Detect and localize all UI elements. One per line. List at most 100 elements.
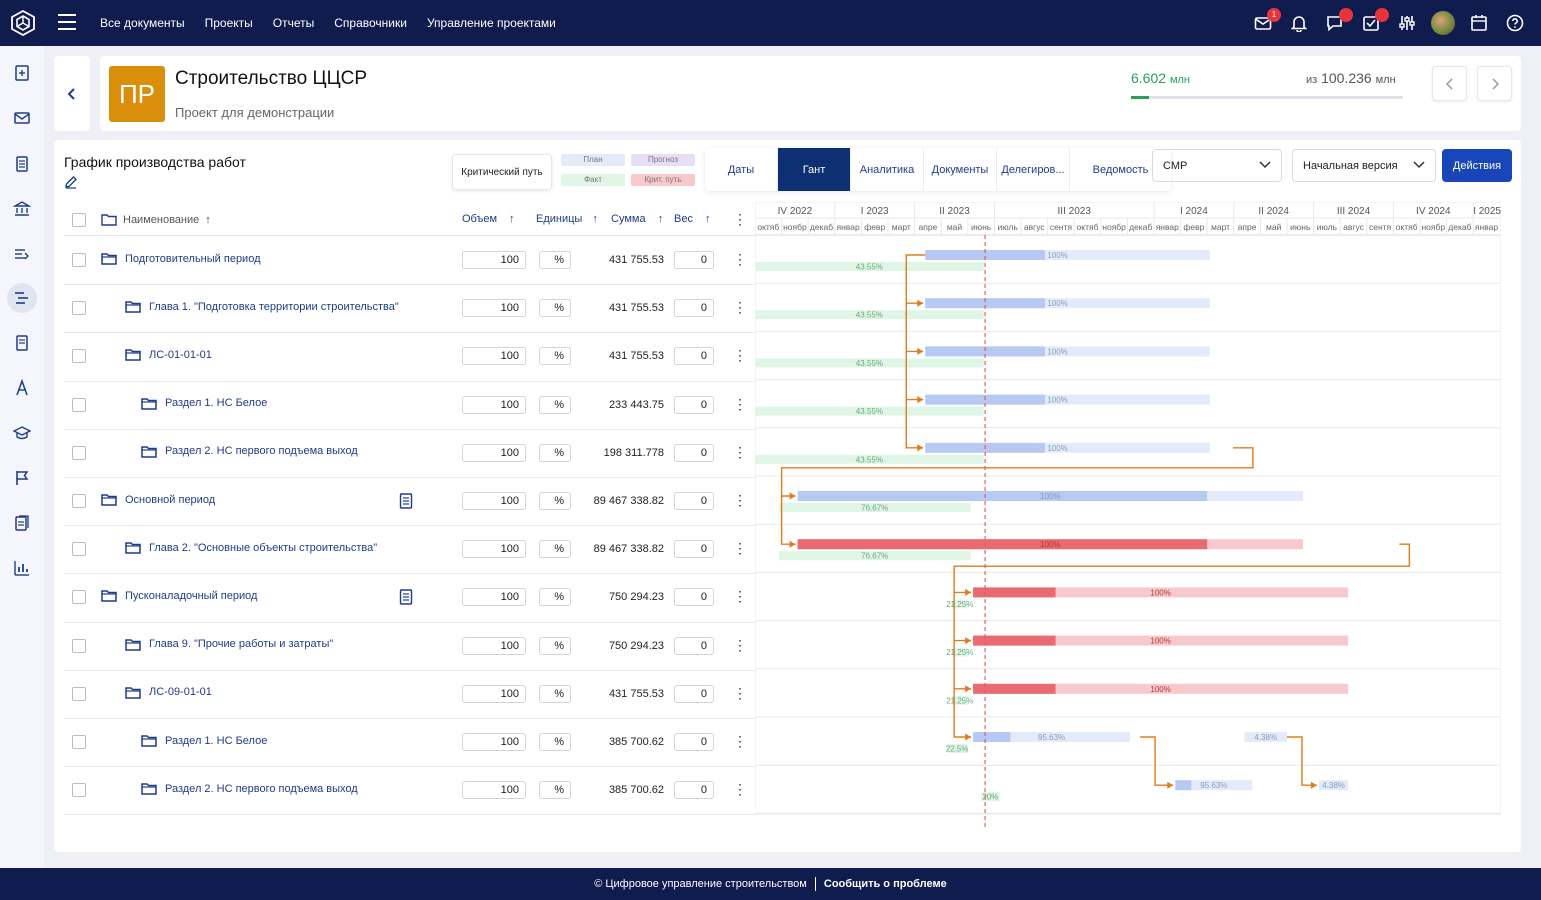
header-units[interactable]: Единицы ↑ (536, 213, 598, 225)
sidebar-item-mail[interactable] (7, 103, 37, 133)
tasks-icon[interactable] (1359, 8, 1389, 35)
weight-input[interactable]: 0 (674, 347, 714, 366)
row-name[interactable]: Глава 1. "Подготовка территории строител… (125, 300, 399, 313)
prev-button[interactable] (1432, 66, 1467, 101)
header-name[interactable]: Наименование ↑ (101, 213, 211, 226)
row-more-icon[interactable]: ⋮ (733, 684, 747, 701)
volume-input[interactable]: 100 (462, 443, 526, 462)
unit-input[interactable]: % (539, 636, 571, 655)
unit-input[interactable]: % (539, 443, 571, 462)
edit-icon[interactable] (64, 175, 78, 189)
header-sum[interactable]: Сумма ↑ (611, 213, 663, 225)
sidebar-item-book[interactable] (7, 328, 37, 358)
document-icon[interactable] (399, 589, 413, 606)
row-checkbox[interactable] (72, 349, 86, 364)
avatar[interactable] (1431, 11, 1455, 35)
volume-input[interactable]: 100 (462, 588, 526, 607)
row-more-icon[interactable]: ⋮ (733, 540, 747, 557)
row-more-icon[interactable]: ⋮ (733, 347, 747, 364)
row-checkbox[interactable] (72, 397, 86, 412)
unit-input[interactable]: % (539, 347, 571, 366)
row-checkbox[interactable] (72, 735, 86, 749)
row-name[interactable]: Глава 2. "Основные объекты строительства… (125, 541, 377, 554)
volume-input[interactable]: 100 (462, 636, 526, 655)
weight-input[interactable]: 0 (674, 781, 714, 800)
header-volume[interactable]: Объем ↑ (462, 213, 515, 225)
weight-input[interactable]: 0 (674, 540, 714, 559)
nav-projects[interactable]: Проекты (204, 16, 253, 30)
nav-reports[interactable]: Отчеты (272, 16, 315, 30)
row-checkbox[interactable] (72, 686, 86, 701)
logo-icon[interactable] (10, 10, 36, 36)
row-name[interactable]: ЛС-01-01-01 (125, 348, 212, 362)
tab-gantt[interactable]: Гант (778, 148, 851, 191)
weight-input[interactable]: 0 (674, 636, 714, 655)
sidebar-item-compass[interactable] (7, 373, 37, 403)
weight-input[interactable]: 0 (674, 443, 714, 462)
tab-dates[interactable]: Даты (705, 148, 778, 191)
weight-input[interactable]: 0 (674, 733, 714, 751)
back-button[interactable] (54, 56, 90, 131)
nav-project-management[interactable]: Управление проектами (426, 16, 556, 30)
tab-documents[interactable]: Документы (924, 148, 997, 191)
sidebar-item-flag[interactable] (7, 463, 37, 493)
row-name[interactable]: Подготовительный период (101, 252, 261, 265)
help-icon[interactable] (1503, 11, 1527, 35)
unit-input[interactable]: % (539, 299, 571, 318)
unit-input[interactable]: % (539, 492, 571, 510)
tab-statement[interactable]: Ведомость (1092, 163, 1149, 176)
sidebar-item-docs[interactable] (7, 508, 37, 538)
row-checkbox[interactable] (72, 783, 86, 798)
row-more-icon[interactable]: ⋮ (733, 588, 747, 605)
row-name[interactable]: Раздел 1. НС Белое (141, 734, 267, 747)
weight-input[interactable]: 0 (674, 395, 714, 414)
unit-input[interactable]: % (539, 588, 571, 607)
unit-input[interactable]: % (539, 395, 571, 414)
volume-input[interactable]: 100 (462, 781, 526, 800)
volume-input[interactable]: 100 (462, 540, 526, 559)
nav-all-documents[interactable]: Все документы (100, 16, 185, 30)
sidebar-item-graduation[interactable] (7, 418, 37, 448)
calendar-icon[interactable] (1467, 11, 1491, 35)
unit-input[interactable]: % (539, 781, 571, 800)
unit-input[interactable]: % (539, 733, 571, 751)
weight-input[interactable]: 0 (674, 251, 714, 269)
volume-input[interactable]: 100 (462, 347, 526, 366)
row-name[interactable]: Раздел 2. НС первого подъема выход (141, 445, 358, 458)
tab-analytics[interactable]: Аналитика (851, 148, 924, 191)
sidebar-item-calculator[interactable] (7, 58, 37, 88)
work-type-select[interactable]: СМР (1152, 149, 1282, 182)
row-name[interactable]: Раздел 1. НС Белое (141, 397, 267, 410)
row-name[interactable]: Раздел 2. НС первого подъема выход (141, 782, 358, 795)
header-weight[interactable]: Вес ↑ (674, 213, 710, 225)
chat-icon[interactable] (1323, 8, 1353, 35)
row-checkbox[interactable] (72, 253, 86, 267)
row-more-icon[interactable]: ⋮ (733, 733, 747, 749)
unit-input[interactable]: % (539, 251, 571, 269)
unit-input[interactable]: % (539, 540, 571, 559)
next-button[interactable] (1477, 66, 1512, 101)
row-more-icon[interactable]: ⋮ (733, 492, 747, 508)
volume-input[interactable]: 100 (462, 733, 526, 751)
select-all-checkbox[interactable] (72, 213, 86, 227)
version-select[interactable]: Начальная версия (1292, 149, 1436, 182)
report-problem-link[interactable]: Сообщить о проблеме (823, 878, 947, 890)
row-checkbox[interactable] (72, 590, 86, 605)
row-name[interactable]: ЛС-09-01-01 (125, 686, 212, 699)
bell-icon[interactable] (1287, 11, 1311, 35)
row-checkbox[interactable] (72, 542, 86, 557)
volume-input[interactable]: 100 (462, 684, 526, 703)
document-icon[interactable] (399, 493, 413, 509)
actions-button[interactable]: Действия (1442, 149, 1512, 182)
sidebar-item-bank[interactable] (7, 194, 37, 224)
volume-input[interactable]: 100 (462, 251, 526, 269)
volume-input[interactable]: 100 (462, 299, 526, 318)
row-checkbox[interactable] (72, 494, 86, 508)
row-more-icon[interactable]: ⋮ (733, 636, 747, 653)
row-checkbox[interactable] (72, 301, 86, 316)
tab-delegation[interactable]: Делегиров... (997, 148, 1070, 191)
sidebar-item-chart[interactable] (7, 553, 37, 583)
sidebar-item-compare[interactable] (7, 239, 37, 269)
nav-references[interactable]: Справочники (334, 16, 407, 30)
volume-input[interactable]: 100 (462, 492, 526, 510)
